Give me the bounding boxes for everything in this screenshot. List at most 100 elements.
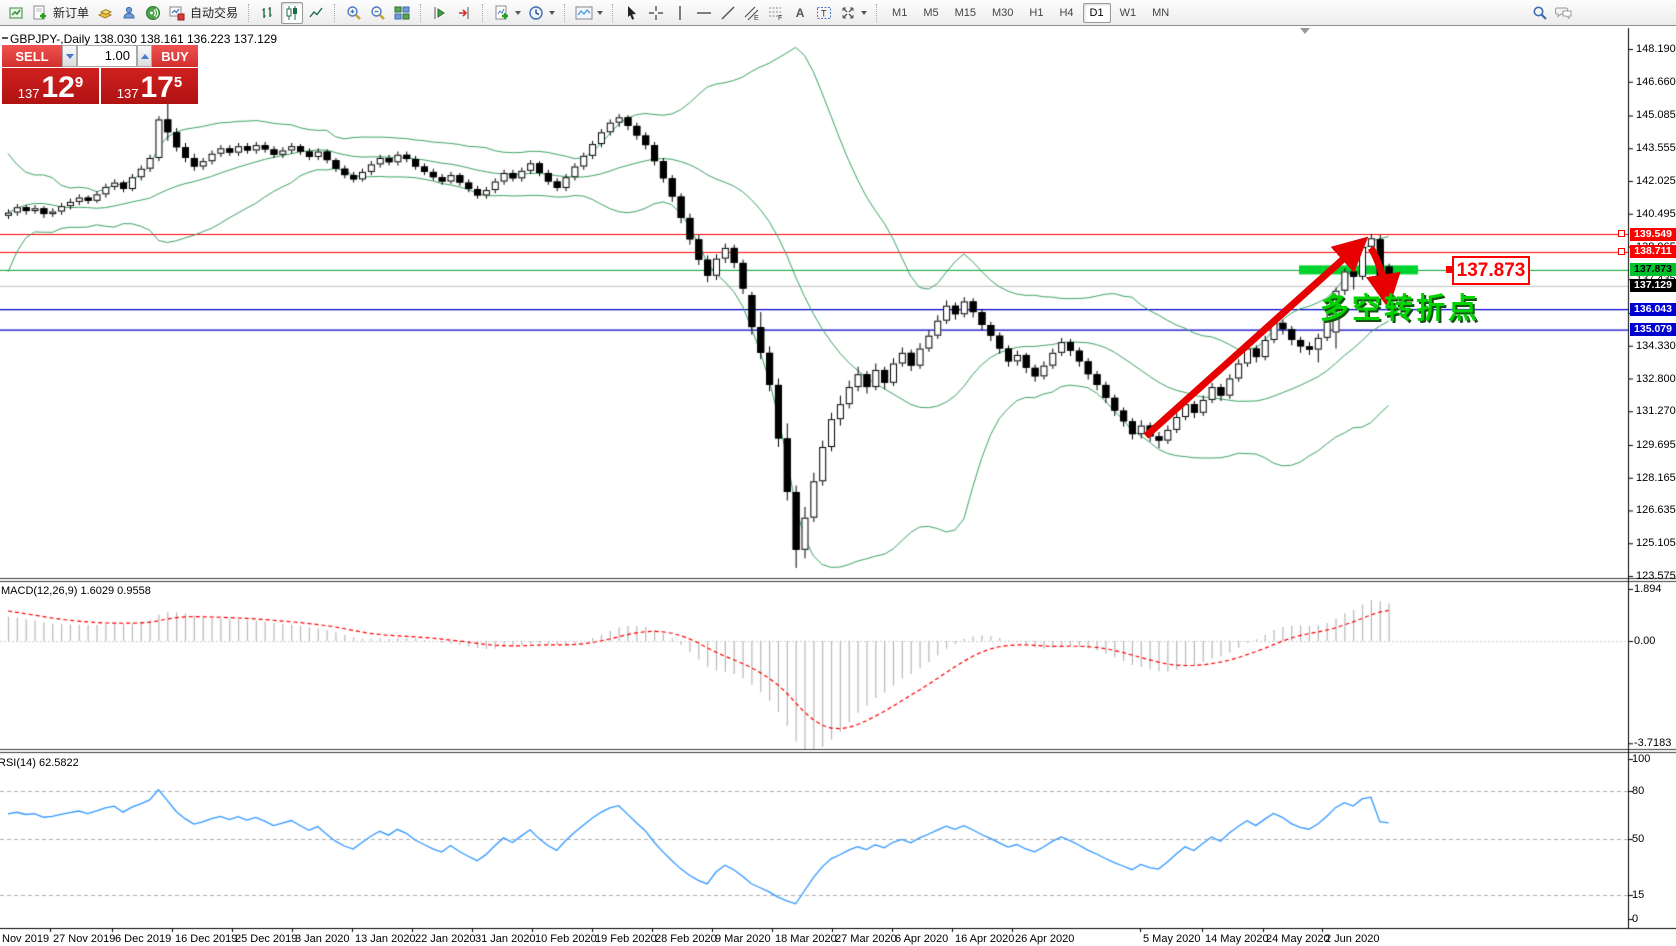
chart-shift-marker[interactable] bbox=[1300, 28, 1310, 34]
toolbar-separator bbox=[420, 3, 422, 22]
rsi-axis-tick: 100 bbox=[1632, 753, 1651, 765]
svg-text:E: E bbox=[754, 15, 759, 21]
new-order-button[interactable]: 新订单 bbox=[53, 6, 90, 20]
rsi-axis-tick: 0 bbox=[1632, 913, 1639, 925]
svg-text:T: T bbox=[821, 8, 827, 18]
autotrade-icon[interactable] bbox=[166, 2, 188, 24]
timeframe-button-h1[interactable]: H1 bbox=[1029, 6, 1044, 19]
price-axis-tick: 142.025 bbox=[1636, 174, 1676, 187]
date-axis-label: 16 Dec 2019 bbox=[175, 933, 238, 945]
market-watch-icon[interactable] bbox=[94, 2, 116, 24]
rsi-indicator-label: RSI(14) 62.5822 bbox=[0, 757, 79, 769]
price-level-badge: 135.079 bbox=[1630, 323, 1676, 337]
volume-up-button[interactable] bbox=[137, 45, 152, 67]
template-icon[interactable] bbox=[573, 2, 595, 24]
autotrade-button[interactable]: 自动交易 bbox=[190, 6, 239, 20]
navigator-icon[interactable] bbox=[118, 2, 140, 24]
toolbar-separator bbox=[564, 3, 566, 22]
indicators-dropdown-caret[interactable] bbox=[515, 10, 522, 15]
tile-windows-icon[interactable] bbox=[391, 2, 413, 24]
buy-price-point: 5 bbox=[173, 74, 183, 91]
toolbar-separator bbox=[876, 3, 878, 22]
template-dropdown-caret[interactable] bbox=[597, 10, 604, 15]
date-axis-label: 10 Feb 2020 bbox=[535, 933, 597, 945]
label-tool-icon[interactable]: T bbox=[813, 2, 835, 24]
trendline-tool-icon[interactable] bbox=[717, 2, 739, 24]
timeframe-button-m30[interactable]: M30 bbox=[992, 6, 1014, 19]
vertical-line-tool-icon[interactable] bbox=[669, 2, 691, 24]
shapes-dropdown-caret[interactable] bbox=[861, 10, 868, 15]
resistance-line-handle[interactable] bbox=[1618, 230, 1625, 237]
date-axis-label: 14 May 2020 bbox=[1205, 933, 1269, 945]
price-level-badge: 137.873 bbox=[1630, 263, 1676, 277]
auto-scroll-icon[interactable] bbox=[429, 2, 451, 24]
bar-chart-icon[interactable] bbox=[257, 2, 279, 24]
timeframe-button-mn[interactable]: MN bbox=[1152, 6, 1170, 19]
date-axis-label: Nov 2019 bbox=[2, 933, 50, 945]
cursor-icon[interactable] bbox=[621, 2, 643, 24]
volume-down-button[interactable] bbox=[62, 45, 77, 67]
price-axis-tick: 123.575 bbox=[1636, 570, 1676, 582]
date-axis-label: 28 Feb 2020 bbox=[655, 933, 717, 945]
svg-text:F: F bbox=[778, 15, 782, 21]
sell-price-point: 9 bbox=[74, 74, 84, 91]
buy-button[interactable]: BUY bbox=[152, 45, 198, 67]
volume-input[interactable]: 1.00 bbox=[77, 45, 137, 67]
date-axis-label: 3 Jan 2020 bbox=[295, 933, 350, 945]
chart-title-dash bbox=[2, 37, 8, 39]
timeframe-button-m1[interactable]: M1 bbox=[892, 6, 908, 19]
period-clock-icon[interactable] bbox=[525, 2, 547, 24]
date-axis-label: 5 May 2020 bbox=[1143, 933, 1201, 945]
channel-tool-icon[interactable]: E bbox=[741, 2, 763, 24]
rsi-axis-tick: 80 bbox=[1632, 785, 1645, 797]
toolbar-separator bbox=[248, 3, 250, 22]
buy-price-box[interactable]: 137 17 5 bbox=[101, 68, 198, 104]
window-icon bbox=[5, 2, 27, 24]
horizontal-line-tool-icon[interactable] bbox=[693, 2, 715, 24]
price-axis-tick: 131.270 bbox=[1636, 405, 1676, 418]
terminal-icon[interactable] bbox=[142, 2, 164, 24]
timeframe-button-d1[interactable]: D1 bbox=[1082, 2, 1111, 23]
timeframe-button-w1[interactable]: W1 bbox=[1119, 6, 1137, 19]
date-axis-label: 26 Apr 2020 bbox=[1015, 933, 1075, 945]
price-axis-tick: 143.555 bbox=[1636, 142, 1676, 155]
date-axis-label: 13 Jan 2020 bbox=[355, 933, 416, 945]
fibonacci-tool-icon[interactable]: F bbox=[765, 2, 787, 24]
chart-shift-icon[interactable] bbox=[453, 2, 475, 24]
timeframe-button-h4[interactable]: H4 bbox=[1059, 6, 1074, 19]
zoom-in-icon[interactable] bbox=[343, 2, 365, 24]
price-axis-tick: 132.800 bbox=[1636, 372, 1676, 385]
timeframe-toolbar: M1 M5 M15 M30 H1 H4 D1 W1 MN bbox=[884, 1, 1177, 25]
new-order-icon[interactable] bbox=[29, 2, 51, 24]
chat-icon[interactable] bbox=[1553, 2, 1575, 24]
price-axis-tick: 148.190 bbox=[1636, 43, 1676, 55]
rsi-axis-tick: 50 bbox=[1632, 833, 1645, 845]
text-tool-icon[interactable]: A bbox=[795, 5, 805, 20]
crosshair-icon[interactable] bbox=[645, 2, 667, 24]
chart-surface: GBPJPY-,Daily 138.030 138.161 136.223 13… bbox=[0, 26, 1676, 946]
timeframe-button-m5[interactable]: M5 bbox=[923, 6, 939, 19]
key-level-price-box[interactable]: 137.873 bbox=[1452, 256, 1530, 285]
macd-axis-tick: -3.7183 bbox=[1634, 737, 1672, 750]
toolbar-separator bbox=[612, 3, 614, 22]
timeframe-button-m15[interactable]: M15 bbox=[954, 6, 976, 19]
sell-button[interactable]: SELL bbox=[2, 45, 62, 67]
indicators-icon[interactable] bbox=[491, 2, 513, 24]
date-axis-label: 18 Mar 2020 bbox=[775, 933, 837, 945]
price-chart-canvas[interactable] bbox=[0, 26, 1676, 946]
price-axis-tick: 128.165 bbox=[1636, 471, 1676, 484]
rsi-axis-tick: 15 bbox=[1632, 889, 1645, 901]
turning-point-annotation[interactable]: 多空转折点 bbox=[1320, 293, 1481, 325]
period-dropdown-caret[interactable] bbox=[549, 10, 556, 15]
date-axis-label: 19 Feb 2020 bbox=[595, 933, 657, 945]
macd-axis-tick: 0.00 bbox=[1634, 635, 1656, 647]
resistance-line2-handle[interactable] bbox=[1618, 248, 1625, 255]
shapes-tool-icon[interactable] bbox=[837, 2, 859, 24]
candlestick-chart-icon[interactable] bbox=[281, 1, 304, 24]
price-level-badge: 139.549 bbox=[1630, 227, 1676, 241]
sell-price-box[interactable]: 137 12 9 bbox=[2, 68, 99, 104]
search-icon[interactable] bbox=[1529, 2, 1551, 24]
zoom-out-icon[interactable] bbox=[367, 2, 389, 24]
line-chart-icon[interactable] bbox=[305, 2, 327, 24]
